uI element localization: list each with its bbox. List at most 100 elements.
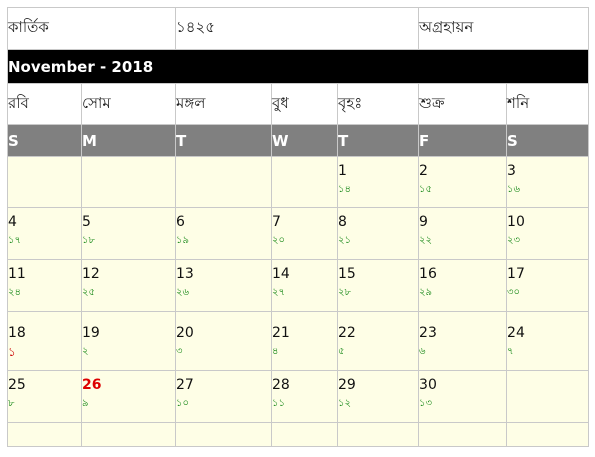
day-cell[interactable]: 23 ৬ xyxy=(418,311,508,371)
english-date: 14 xyxy=(272,266,290,282)
english-date: 30 xyxy=(419,377,437,393)
day-cell[interactable]: 29 ১২ xyxy=(337,370,420,423)
english-date: 22 xyxy=(338,325,356,341)
day-cell[interactable]: 1 ১৪ xyxy=(337,156,420,208)
bengali-date: ২৬ xyxy=(176,287,190,298)
day-cell[interactable]: 30 ১৩ xyxy=(418,370,508,423)
day-cell[interactable]: 15 ২৮ xyxy=(337,259,420,312)
bengali-date: ৫ xyxy=(338,346,345,357)
english-date: 16 xyxy=(419,266,437,282)
bengali-date: ২১ xyxy=(338,235,352,246)
day-cell[interactable]: 24 ৭ xyxy=(506,311,590,371)
english-date: 5 xyxy=(82,214,91,230)
month-title-bar: November - 2018 xyxy=(6,49,590,84)
day-cell[interactable]: 11 ২৪ xyxy=(7,259,82,312)
bengali-date: ২৩ xyxy=(507,235,521,246)
bengali-date: ৪ xyxy=(272,346,279,357)
bengali-date: ২২ xyxy=(419,235,433,246)
english-date: 10 xyxy=(507,214,525,230)
english-date: 19 xyxy=(82,325,100,341)
day-cell[interactable]: 21 ৪ xyxy=(271,311,339,371)
day-cell[interactable]: 2 ১৫ xyxy=(418,156,508,208)
day-cell[interactable]: 5 ১৮ xyxy=(80,207,177,260)
bengali-date: ২৯ xyxy=(419,287,433,298)
day-cell[interactable]: 20 ৩ xyxy=(175,311,273,371)
english-date: 20 xyxy=(176,325,194,341)
day-cell[interactable]: 17 ৩০ xyxy=(506,259,590,312)
day-cell[interactable]: 18 ১ xyxy=(7,311,82,371)
bengali-weekday-row: রবি সোম মঙ্গল বুধ বৃহঃ শুক্র শনি xyxy=(7,83,590,125)
day-cell[interactable]: 14 ২৭ xyxy=(271,259,339,312)
bengali-date: ১ xyxy=(8,345,16,359)
empty-day-cell xyxy=(271,422,339,447)
day-cell[interactable]: 7 ২০ xyxy=(271,207,339,260)
empty-day-cell xyxy=(175,422,273,447)
english-date: 7 xyxy=(272,214,281,230)
empty-day-cell xyxy=(337,422,420,447)
bengali-weekday: শুক্র xyxy=(418,83,508,125)
calendar-weeks: 1 ১৪ 2 ১৫ 3 ১৬ 4 ১৭ 5 ১৮ 6 ১৯ 7 ২০ 8 ২১ 9 ২২ 10 ২৩ 11 ২৪ 12 ২৫ 1… xyxy=(7,156,590,447)
english-date: 29 xyxy=(338,377,356,393)
empty-day-cell xyxy=(80,422,177,447)
english-date: 9 xyxy=(419,214,428,230)
bengali-date: ১৪ xyxy=(338,184,351,195)
week-row: 11 ২৪ 12 ২৫ 13 ২৬ 14 ২৭ 15 ২৮ 16 ২৯ 17 ৩০ xyxy=(7,259,590,312)
bengali-date: ১৯ xyxy=(176,235,189,246)
bengali-date: ২৫ xyxy=(82,287,95,298)
month-title: November - 2018 xyxy=(6,49,590,84)
day-cell[interactable]: 6 ১৯ xyxy=(175,207,273,260)
day-cell[interactable]: 28 ১১ xyxy=(271,370,339,423)
english-weekday: S xyxy=(7,124,82,157)
bengali-date: ১৩ xyxy=(419,398,433,409)
english-date: 15 xyxy=(338,266,356,282)
english-weekday: W xyxy=(271,124,339,157)
english-date: 23 xyxy=(419,325,437,341)
english-date: 24 xyxy=(507,325,525,341)
bengali-date: ১৫ xyxy=(419,184,433,195)
empty-day-cell xyxy=(271,156,339,208)
bengali-date: ৮ xyxy=(8,398,15,409)
week-row: 25 ৮ 26 ৯ 27 ১০ 28 ১১ 29 ১২ 30 ১৩ xyxy=(7,370,590,423)
english-date: 25 xyxy=(8,377,26,393)
day-cell[interactable]: 8 ২১ xyxy=(337,207,420,260)
day-cell[interactable]: 9 ২২ xyxy=(418,207,508,260)
week-row: 4 ১৭ 5 ১৮ 6 ১৯ 7 ২০ 8 ২১ 9 ২২ 10 ২৩ xyxy=(7,207,590,260)
day-cell[interactable]: 19 ২ xyxy=(80,311,177,371)
today-english-date: 26 xyxy=(82,377,102,393)
english-date: 13 xyxy=(176,266,194,282)
bengali-date: ২০ xyxy=(272,235,286,246)
day-cell[interactable]: 10 ২৩ xyxy=(506,207,590,260)
bengali-weekday: সোম xyxy=(80,83,177,125)
day-cell[interactable]: 16 ২৯ xyxy=(418,259,508,312)
day-cell[interactable]: 4 ১৭ xyxy=(7,207,82,260)
next-bengali-month: অগ্রহায়ন xyxy=(418,7,590,50)
bengali-date: ১৬ xyxy=(507,184,521,195)
english-weekday: T xyxy=(175,124,273,157)
english-date: 11 xyxy=(8,266,26,282)
bengali-weekday: বুধ xyxy=(271,83,339,125)
english-date: 8 xyxy=(338,214,347,230)
english-weekday: T xyxy=(337,124,420,157)
day-cell[interactable]: 3 ১৬ xyxy=(506,156,590,208)
bengali-year: ১৪২৫ xyxy=(175,7,420,50)
bengali-weekday: মঙ্গল xyxy=(175,83,273,125)
empty-day-cell xyxy=(506,422,590,447)
day-cell[interactable]: 13 ২৬ xyxy=(175,259,273,312)
day-cell[interactable]: 25 ৮ xyxy=(7,370,82,423)
bengali-date: ৬ xyxy=(419,346,426,357)
english-date: 2 xyxy=(419,163,428,179)
empty-day-cell xyxy=(7,422,82,447)
bengali-date: ২৭ xyxy=(272,287,286,298)
bengali-weekday: রবি xyxy=(7,83,82,125)
day-cell[interactable]: 27 ১০ xyxy=(175,370,273,423)
week-row xyxy=(7,422,590,447)
week-row: 1 ১৪ 2 ১৫ 3 ১৬ xyxy=(7,156,590,208)
day-cell[interactable]: 26 ৯ xyxy=(80,370,177,423)
day-cell[interactable]: 22 ৫ xyxy=(337,311,420,371)
english-date: 4 xyxy=(8,214,17,230)
day-cell[interactable]: 12 ২৫ xyxy=(80,259,177,312)
empty-day-cell xyxy=(418,422,508,447)
english-weekday: M xyxy=(80,124,177,157)
english-date: 27 xyxy=(176,377,194,393)
empty-day-cell xyxy=(506,370,590,423)
